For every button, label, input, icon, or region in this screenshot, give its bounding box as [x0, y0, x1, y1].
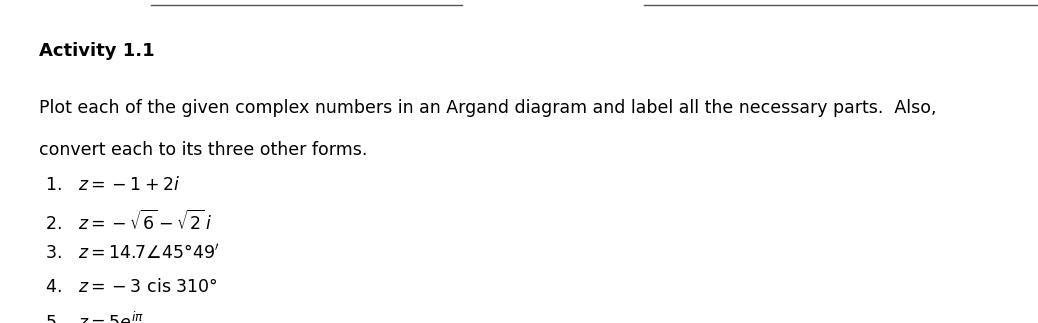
- Text: 1.   $z = -1 + 2i$: 1. $z = -1 + 2i$: [45, 176, 180, 194]
- Text: Plot each of the given complex numbers in an Argand diagram and label all the ne: Plot each of the given complex numbers i…: [39, 99, 937, 117]
- Text: 4.   $z = -3\ \mathrm{cis}\ 310°$: 4. $z = -3\ \mathrm{cis}\ 310°$: [45, 278, 218, 296]
- Text: convert each to its three other forms.: convert each to its three other forms.: [39, 141, 367, 159]
- Text: Activity 1.1: Activity 1.1: [39, 42, 155, 60]
- Text: 5.   $z = 5e^{i\pi}$: 5. $z = 5e^{i\pi}$: [45, 312, 143, 323]
- Text: 2.   $z = -\sqrt{6} - \sqrt{2}\, i$: 2. $z = -\sqrt{6} - \sqrt{2}\, i$: [45, 210, 212, 234]
- Text: 3.   $z = 14.7\angle 45°49'$: 3. $z = 14.7\angle 45°49'$: [45, 244, 219, 263]
